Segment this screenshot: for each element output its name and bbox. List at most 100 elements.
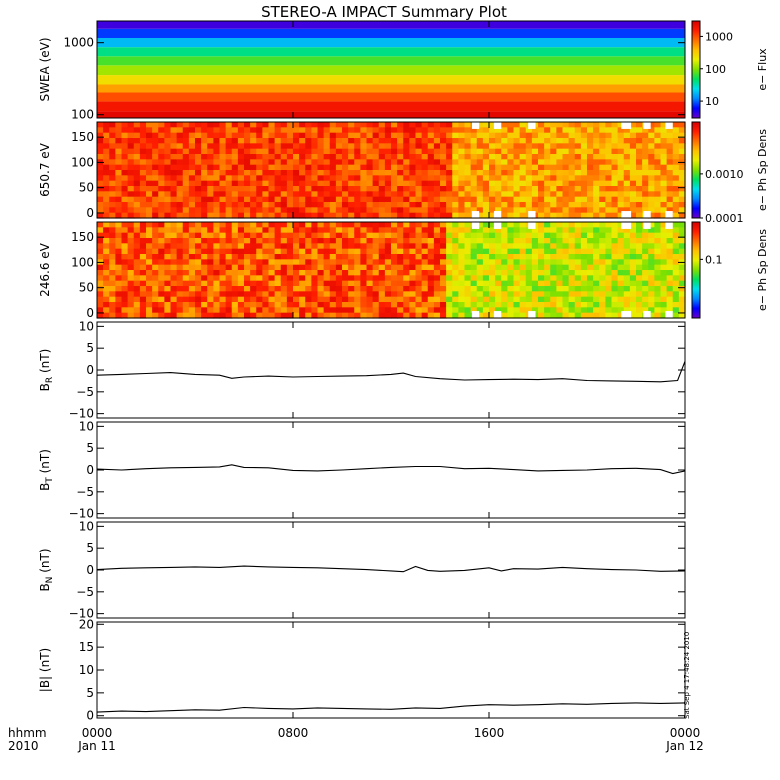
heat-cell [678,296,686,303]
heat-cell [207,180,214,187]
heat-cell [121,148,129,155]
heat-cell [323,191,331,198]
heat-cell [354,286,361,292]
heat-cell [440,254,447,260]
heat-cell [213,248,221,255]
heat-cell [629,238,637,244]
heat-cell [660,170,668,176]
heat-cell [225,154,233,160]
heat-cell [531,232,539,239]
heat-cell [164,122,172,128]
heat-cell [311,259,319,266]
heat-cell [452,159,459,166]
heat-cell [170,170,178,176]
heat-cell [617,307,625,314]
heat-cell [672,138,680,144]
heat-cell [195,159,202,166]
ytick-label: 5 [86,541,94,555]
heat-cell [158,159,165,166]
heat-cell [629,202,637,208]
heat-cell [580,243,588,250]
heat-cell [158,222,165,228]
heat-cell [152,296,159,303]
heat-cell [629,307,637,314]
heat-cell [678,307,686,314]
heat-cell [115,222,123,228]
heat-cell [507,280,515,287]
heat-cell [305,180,312,187]
heat-cell [207,243,214,250]
heat-cell [97,264,104,271]
heat-cell [182,302,190,308]
heat-cell [378,275,386,282]
heat-cell [513,312,521,319]
heat-cell [201,296,208,303]
heat-cell [219,264,227,271]
heat-cell [642,143,649,150]
heat-cell [495,127,502,134]
heat-cell [580,312,588,319]
heat-cell [176,296,184,303]
heat-cell [409,264,417,271]
heat-cell [237,175,245,182]
heat-cell [636,264,643,271]
heat-cell [531,159,539,166]
heat-cell [654,222,662,228]
heat-cell [164,154,172,160]
heat-cell [274,264,282,271]
heat-cell [207,196,214,203]
heat-cell [446,280,453,287]
heat-cell [329,122,337,128]
heat-cell [139,307,147,314]
colorbar-label: e− Flux [756,48,769,91]
heat-cell [97,243,104,250]
heat-cell [207,259,214,266]
heat-cell [384,154,392,160]
heat-cell [403,248,410,255]
heat-cell [440,186,447,192]
heat-cell [660,154,668,160]
heat-cell [648,212,655,219]
heat-cell [329,307,337,314]
heat-cell [139,280,147,287]
heat-cell [378,180,386,187]
heat-cell [568,212,576,219]
heat-cell [556,312,564,319]
heat-cell [237,196,245,203]
heat-cell [623,196,631,203]
heat-cell [164,264,172,271]
heat-cell [372,138,380,144]
heat-cell [299,186,306,192]
heat-cell [133,191,141,198]
heat-cell [470,232,478,239]
heat-cell [446,259,453,266]
heat-cell [293,207,300,214]
heat-cell [593,286,600,292]
heat-cell [121,186,129,192]
heat-cell [544,227,551,234]
heat-cell [280,280,288,287]
heat-cell [531,148,539,155]
heat-cell [280,138,288,144]
heat-cell [201,175,208,182]
heat-cell [323,280,331,287]
heat-cell [164,164,172,171]
heat-cell [562,222,570,228]
heat-cell [286,270,294,276]
heat-cell [409,202,417,208]
heat-cell [489,302,496,308]
data-gap [528,122,536,129]
heat-cell [250,243,257,250]
heat-cell [654,164,662,171]
heat-cell [121,127,129,134]
heat-cell [415,248,423,255]
heat-cell [317,170,325,176]
heat-cell [237,296,245,303]
heat-cell [513,248,521,255]
heat-cell [458,259,466,266]
heat-cell [323,186,331,192]
colorbar-gradient [691,20,701,119]
heat-cell [654,259,662,266]
heat-cell [397,227,404,234]
heat-cell [133,207,141,214]
